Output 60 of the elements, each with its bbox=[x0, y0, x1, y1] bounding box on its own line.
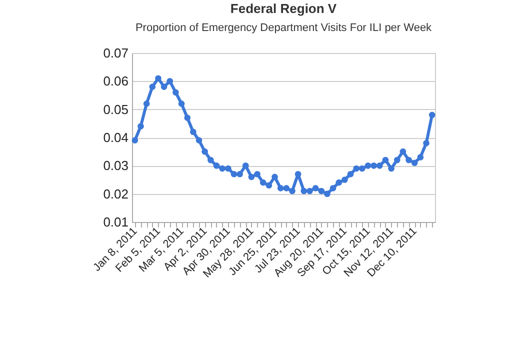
point bbox=[330, 185, 336, 192]
y-tick-label: 0.03 bbox=[103, 158, 128, 174]
point bbox=[260, 179, 266, 186]
point bbox=[306, 188, 313, 194]
point bbox=[196, 137, 202, 144]
point bbox=[342, 176, 348, 183]
point bbox=[160, 84, 168, 90]
y-tick-label: 0.02 bbox=[103, 186, 128, 202]
point bbox=[382, 156, 389, 164]
point bbox=[423, 140, 430, 146]
point bbox=[254, 170, 260, 178]
point bbox=[272, 174, 278, 180]
point bbox=[428, 112, 436, 118]
point bbox=[224, 165, 232, 172]
y-tick-label: 0.07 bbox=[103, 46, 128, 60]
y-tick-label: 0.04 bbox=[103, 130, 128, 145]
point bbox=[213, 162, 220, 169]
point bbox=[388, 165, 394, 172]
point bbox=[219, 165, 226, 172]
point bbox=[132, 137, 138, 144]
point bbox=[324, 190, 330, 197]
point bbox=[277, 185, 284, 192]
point bbox=[347, 170, 354, 178]
point bbox=[394, 156, 400, 164]
point bbox=[370, 162, 377, 169]
point bbox=[149, 84, 156, 90]
point bbox=[178, 100, 185, 107]
point bbox=[312, 185, 319, 192]
point bbox=[359, 165, 366, 172]
point bbox=[336, 179, 342, 186]
y-tick-label: 0.05 bbox=[103, 102, 128, 117]
point bbox=[184, 114, 191, 121]
y-tick-label: 0.01 bbox=[103, 214, 128, 230]
point bbox=[190, 128, 196, 136]
point bbox=[230, 170, 238, 178]
point bbox=[353, 165, 360, 172]
point bbox=[411, 160, 418, 166]
point bbox=[283, 185, 290, 192]
point bbox=[294, 170, 302, 178]
point bbox=[400, 148, 406, 155]
point bbox=[166, 78, 174, 84]
point bbox=[236, 170, 243, 178]
point bbox=[318, 188, 325, 194]
chart-title: Federal Region V bbox=[230, 1, 337, 16]
point bbox=[138, 123, 144, 130]
point bbox=[417, 154, 424, 160]
point bbox=[202, 148, 208, 155]
point bbox=[289, 188, 296, 194]
point bbox=[248, 174, 255, 180]
point bbox=[208, 156, 214, 164]
point bbox=[300, 188, 308, 194]
point bbox=[266, 182, 272, 189]
point bbox=[364, 162, 372, 169]
chart-subtitle: Proportion of Emergency Department Visits For ILI per Week bbox=[135, 22, 432, 34]
point bbox=[172, 89, 179, 96]
point bbox=[376, 162, 383, 169]
point bbox=[155, 75, 162, 82]
y-tick-label: 0.06 bbox=[103, 74, 128, 89]
point bbox=[406, 156, 412, 164]
point bbox=[143, 100, 150, 107]
